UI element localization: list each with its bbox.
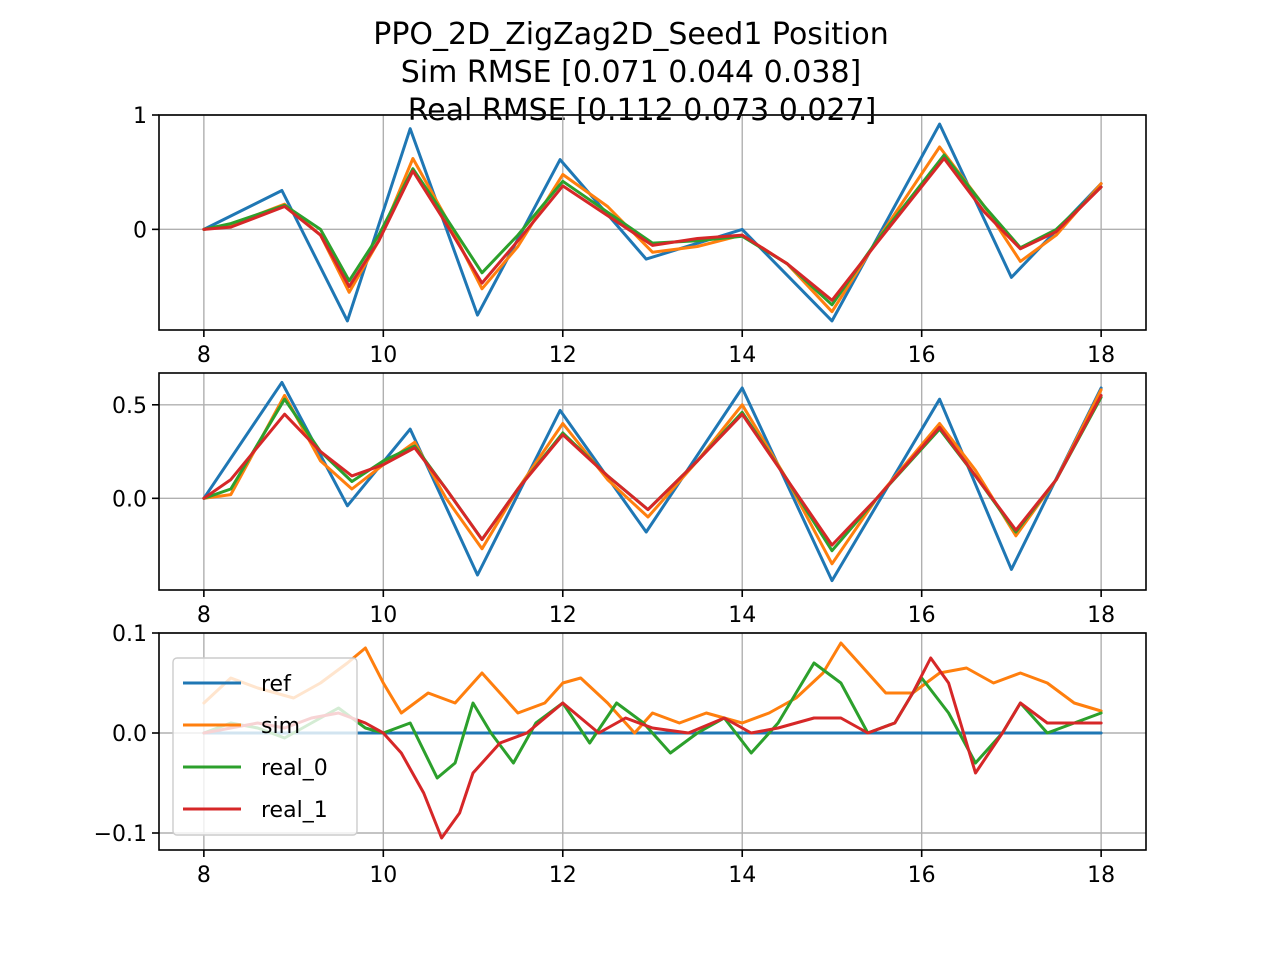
x-tick-label: 8: [197, 603, 211, 628]
subplot-3: 8 10 12 14 16 18 −0.1 0.0 0.1 ref sim real_0 real_1: [94, 622, 1147, 888]
axes-frame: [158, 632, 1147, 851]
x-tick-label: 16: [908, 343, 936, 368]
y-tick-label: −0.1: [94, 822, 147, 847]
series-line-real-0: [202, 661, 1103, 780]
subplot-2: 8 10 12 14 16 18 0.0 0.5: [112, 372, 1147, 628]
x-tick-label: 16: [908, 603, 936, 628]
x-tick-label: 16: [908, 863, 936, 888]
x-tick-label: 10: [369, 863, 397, 888]
x-tick-label: 18: [1087, 603, 1115, 628]
subplot-1: 8 10 12 14 16 18 0 1: [133, 104, 1147, 368]
x-tick-label: 12: [549, 603, 577, 628]
figure-title-line-3: Real RMSE [0.112 0.073 0.027]: [408, 93, 877, 128]
legend-label-ref: ref: [261, 672, 292, 697]
series-group: [202, 122, 1103, 323]
x-tick-label: 8: [197, 863, 211, 888]
x-tick-label: 10: [369, 603, 397, 628]
x-tick-label: 8: [197, 343, 211, 368]
y-tick-label: 0: [133, 218, 147, 243]
series-line-real-1: [202, 157, 1103, 302]
series-line-real-1: [202, 656, 1103, 840]
figure-title-line-1: PPO_2D_ZigZag2D_Seed1 Position: [373, 17, 889, 52]
series-line-real-1: [202, 393, 1103, 547]
y-tick-label: 1: [133, 104, 147, 129]
y-tick-label: 0.0: [112, 487, 147, 512]
x-tick-label: 18: [1087, 343, 1115, 368]
y-tick-label: 0.1: [112, 622, 147, 647]
x-tick-label: 12: [549, 343, 577, 368]
x-tick-label: 14: [728, 343, 756, 368]
axes-frame: [158, 372, 1147, 591]
axes-frame: [158, 114, 1147, 331]
x-tick-label: 18: [1087, 863, 1115, 888]
x-tick-label: 14: [728, 603, 756, 628]
x-tick-label: 10: [369, 343, 397, 368]
legend-label-real-1: real_1: [261, 798, 328, 823]
y-tick-label: 0.0: [112, 722, 147, 747]
series-line-ref: [202, 122, 1103, 323]
y-tick-label: 0.5: [112, 394, 147, 419]
legend: ref sim real_0 real_1: [172, 657, 358, 836]
legend-label-real-0: real_0: [261, 756, 328, 781]
x-tick-label: 12: [549, 863, 577, 888]
x-tick-label: 14: [728, 863, 756, 888]
series-line-real-0: [202, 153, 1103, 307]
legend-frame: [172, 657, 358, 836]
legend-label-sim: sim: [261, 714, 300, 739]
series-line-real-0: [202, 395, 1103, 553]
series-group: [202, 380, 1103, 583]
series-line-sim: [202, 388, 1103, 566]
series-line-ref: [202, 380, 1103, 583]
figure-title-line-2: Sim RMSE [0.071 0.044 0.038]: [401, 55, 862, 90]
